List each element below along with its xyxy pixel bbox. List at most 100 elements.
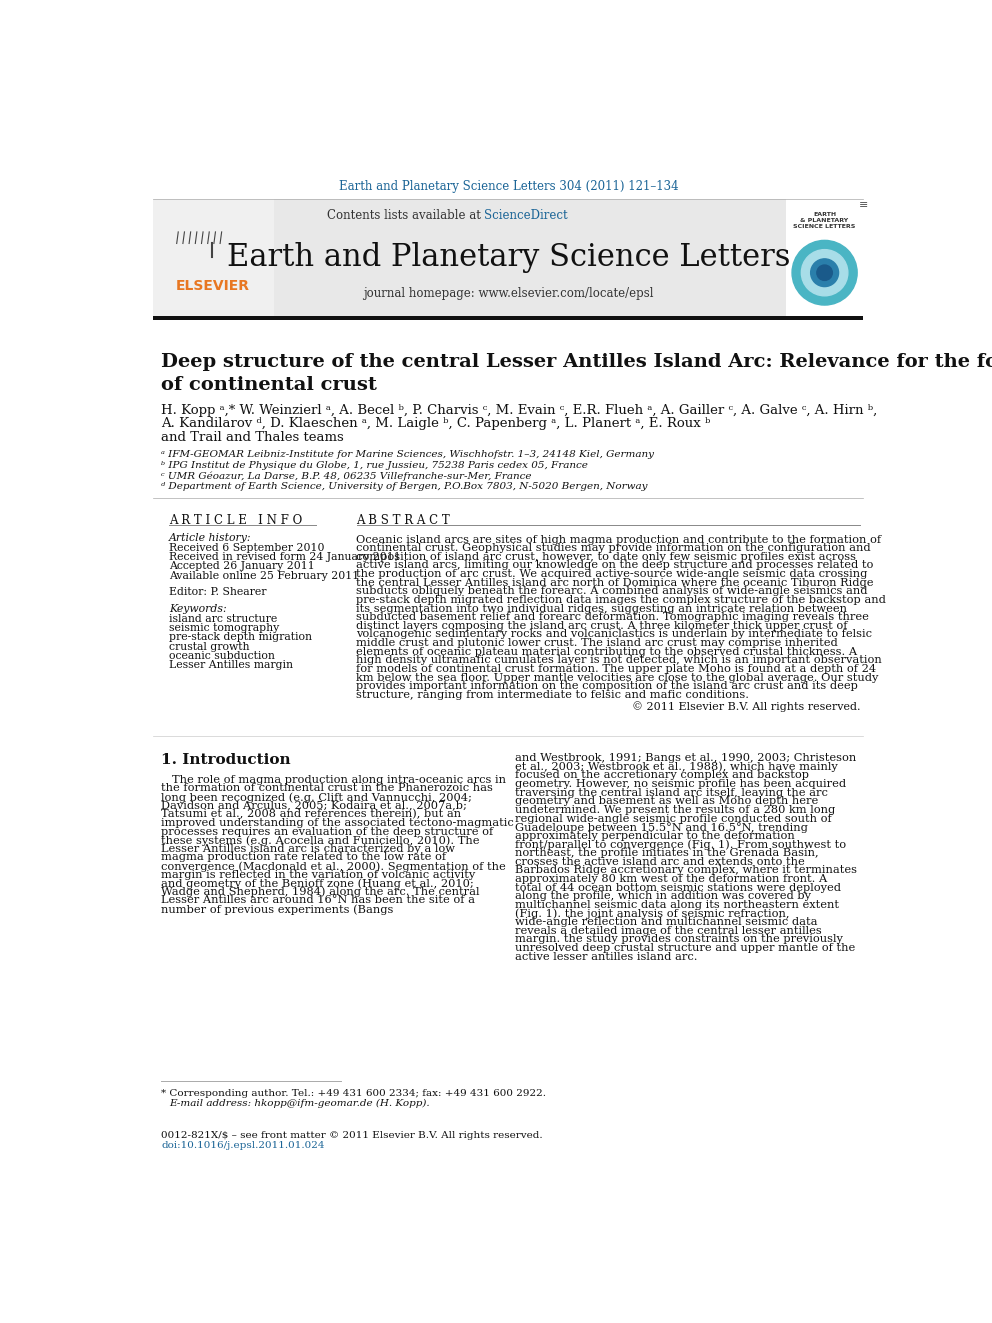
Text: Earth and Planetary Science Letters 304 (2011) 121–134: Earth and Planetary Science Letters 304 … — [338, 180, 679, 193]
Text: and geometry of the Benioff zone (Huang et al., 2010;: and geometry of the Benioff zone (Huang … — [161, 878, 474, 889]
Text: oceanic subduction: oceanic subduction — [169, 651, 275, 660]
Text: improved understanding of the associated tectono-magmatic: improved understanding of the associated… — [161, 818, 514, 828]
Text: and Westbrook, 1991; Bangs et al., 1990, 2003; Christeson: and Westbrook, 1991; Bangs et al., 1990,… — [515, 753, 856, 763]
Circle shape — [810, 259, 838, 287]
Text: processes requires an evaluation of the deep structure of: processes requires an evaluation of the … — [161, 827, 493, 836]
Text: middle crust and plutonic lower crust. The island arc crust may comprise inherit: middle crust and plutonic lower crust. T… — [356, 638, 838, 648]
Text: © 2011 Elsevier B.V. All rights reserved.: © 2011 Elsevier B.V. All rights reserved… — [632, 701, 860, 712]
Text: Received 6 September 2010: Received 6 September 2010 — [169, 542, 324, 553]
Text: Lesser Antilles island arc is characterized by a low: Lesser Antilles island arc is characteri… — [161, 844, 455, 853]
Text: total of 44 ocean bottom seismic stations were deployed: total of 44 ocean bottom seismic station… — [515, 882, 840, 893]
Text: ᵃ IFM-GEOMAR Leibniz-Institute for Marine Sciences, Wischhofstr. 1–3, 24148 Kiel: ᵃ IFM-GEOMAR Leibniz-Institute for Marin… — [161, 450, 654, 459]
Text: active island arcs, limiting our knowledge on the deep structure and processes r: active island arcs, limiting our knowled… — [356, 561, 874, 570]
Text: 0012-821X/$ – see front matter © 2011 Elsevier B.V. All rights reserved.: 0012-821X/$ – see front matter © 2011 El… — [161, 1130, 543, 1139]
Text: and Trail and Thales teams: and Trail and Thales teams — [161, 431, 344, 445]
Text: continental crust. Geophysical studies may provide information on the configurat: continental crust. Geophysical studies m… — [356, 544, 871, 553]
Text: A. Kandilarov ᵈ, D. Klaeschen ᵃ, M. Laigle ᵇ, C. Papenberg ᵃ, L. Planert ᵃ, E. R: A. Kandilarov ᵈ, D. Klaeschen ᵃ, M. Laig… — [161, 418, 710, 430]
Text: Editor: P. Shearer: Editor: P. Shearer — [169, 587, 267, 597]
Text: the formation of continental crust in the Phanerozoic has: the formation of continental crust in th… — [161, 783, 493, 794]
Text: km below the sea floor. Upper mantle velocities are close to the global average.: km below the sea floor. Upper mantle vel… — [356, 672, 879, 683]
Text: * Corresponding author. Tel.: +49 431 600 2334; fax: +49 431 600 2922.: * Corresponding author. Tel.: +49 431 60… — [161, 1089, 547, 1098]
Text: geometry and basement as well as Moho depth here: geometry and basement as well as Moho de… — [515, 796, 817, 806]
Text: composition of island arc crust, however, to date only few seismic profiles exis: composition of island arc crust, however… — [356, 552, 856, 562]
Text: undetermined. We present the results of a 280 km long: undetermined. We present the results of … — [515, 804, 835, 815]
Text: ≡: ≡ — [859, 200, 868, 210]
Bar — [786, 198, 863, 316]
Text: margin. the study provides constraints on the previously: margin. the study provides constraints o… — [515, 934, 842, 945]
Text: pre-stack depth migrated reflection data images the complex structure of the bac: pre-stack depth migrated reflection data… — [356, 595, 887, 605]
Text: ᶜ UMR Géoazur, La Darse, B.P. 48, 06235 Villefranche-sur-Mer, France: ᶜ UMR Géoazur, La Darse, B.P. 48, 06235 … — [161, 471, 532, 480]
Text: convergence (Macdonald et al., 2000). Segmentation of the: convergence (Macdonald et al., 2000). Se… — [161, 861, 506, 872]
Text: A R T I C L E   I N F O: A R T I C L E I N F O — [169, 515, 303, 528]
Text: pre-stack depth migration: pre-stack depth migration — [169, 632, 311, 642]
Text: Tatsumi et al., 2008 and references therein), but an: Tatsumi et al., 2008 and references ther… — [161, 810, 461, 820]
Text: high density ultramafic cumulates layer is not detected, which is an important o: high density ultramafic cumulates layer … — [356, 655, 882, 665]
Text: Barbados Ridge accretionary complex, where it terminates: Barbados Ridge accretionary complex, whe… — [515, 865, 857, 876]
Text: EARTH
& PLANETARY
SCIENCE LETTERS: EARTH & PLANETARY SCIENCE LETTERS — [794, 212, 856, 229]
Text: journal homepage: www.elsevier.com/locate/epsl: journal homepage: www.elsevier.com/locat… — [363, 287, 654, 300]
Text: 1. Introduction: 1. Introduction — [161, 753, 291, 767]
Text: for models of continental crust formation. The upper plate Moho is found at a de: for models of continental crust formatio… — [356, 664, 877, 673]
Text: doi:10.1016/j.epsl.2011.01.024: doi:10.1016/j.epsl.2011.01.024 — [161, 1140, 324, 1150]
Text: subducts obliquely beneath the forearc. A combined analysis of wide-angle seismi: subducts obliquely beneath the forearc. … — [356, 586, 868, 597]
Text: Deep structure of the central Lesser Antilles Island Arc: Relevance for the form: Deep structure of the central Lesser Ant… — [161, 353, 992, 394]
Text: Keywords:: Keywords: — [169, 603, 226, 614]
Text: long been recognized (e.g. Clift and Vannucchi, 2004;: long been recognized (e.g. Clift and Van… — [161, 792, 472, 803]
Text: Available online 25 February 2011: Available online 25 February 2011 — [169, 570, 359, 581]
Text: regional wide-angle seismic profile conducted south of: regional wide-angle seismic profile cond… — [515, 814, 831, 824]
Text: traversing the central island arc itself, leaving the arc: traversing the central island arc itself… — [515, 787, 827, 798]
Circle shape — [816, 265, 832, 280]
Text: geometry. However, no seismic profile has been acquired: geometry. However, no seismic profile ha… — [515, 779, 846, 789]
Text: along the profile, which in addition was covered by: along the profile, which in addition was… — [515, 892, 810, 901]
Text: wide-angle reflection and multichannel seismic data: wide-angle reflection and multichannel s… — [515, 917, 817, 927]
Text: ᵈ Department of Earth Science, University of Bergen, P.O.Box 7803, N-5020 Bergen: ᵈ Department of Earth Science, Universit… — [161, 482, 648, 491]
Text: ELSEVIER: ELSEVIER — [177, 279, 250, 292]
Text: structure, ranging from intermediate to felsic and mafic conditions.: structure, ranging from intermediate to … — [356, 689, 750, 700]
Bar — [154, 198, 863, 316]
Text: magma production rate related to the low rate of: magma production rate related to the low… — [161, 852, 446, 863]
Text: multichannel seismic data along its northeastern extent: multichannel seismic data along its nort… — [515, 900, 838, 910]
Text: Davidson and Arculus, 2005; Kodaira et al., 2007a,b;: Davidson and Arculus, 2005; Kodaira et a… — [161, 800, 467, 811]
Text: elements of oceanic plateau material contributing to the observed crustal thickn: elements of oceanic plateau material con… — [356, 647, 858, 656]
Text: Contents lists available at: Contents lists available at — [326, 209, 484, 222]
Text: Lesser Antilles margin: Lesser Antilles margin — [169, 660, 293, 669]
Text: reveals a detailed image of the central lesser antilles: reveals a detailed image of the central … — [515, 926, 821, 935]
Bar — [154, 198, 274, 316]
Text: approximately 80 km west of the deformation front. A: approximately 80 km west of the deformat… — [515, 875, 827, 884]
Bar — [154, 316, 863, 320]
Text: margin is reflected in the variation of volcanic activity: margin is reflected in the variation of … — [161, 869, 475, 880]
Text: Earth and Planetary Science Letters: Earth and Planetary Science Letters — [226, 242, 791, 273]
Text: seismic tomography: seismic tomography — [169, 623, 279, 634]
Text: front/parallel to convergence (Fig. 1). From southwest to: front/parallel to convergence (Fig. 1). … — [515, 839, 846, 849]
Text: crosses the active island arc and extends onto the: crosses the active island arc and extend… — [515, 857, 805, 867]
Text: its segmentation into two individual ridges, suggesting an intricate relation be: its segmentation into two individual rid… — [356, 603, 847, 614]
Text: approximately perpendicular to the deformation: approximately perpendicular to the defor… — [515, 831, 795, 841]
Text: Guadeloupe between 15.5°N and 16.5°N, trending: Guadeloupe between 15.5°N and 16.5°N, tr… — [515, 822, 807, 833]
Text: the production of arc crust. We acquired active-source wide-angle seismic data c: the production of arc crust. We acquired… — [356, 569, 868, 579]
Circle shape — [802, 250, 848, 296]
Text: et al., 2003; Westbrook et al., 1988), which have mainly: et al., 2003; Westbrook et al., 1988), w… — [515, 762, 837, 773]
Text: Article history:: Article history: — [169, 533, 251, 542]
Text: Wadge and Shepherd, 1984) along the arc. The central: Wadge and Shepherd, 1984) along the arc.… — [161, 886, 480, 897]
Text: the central Lesser Antilles island arc north of Dominica where the oceanic Tibur: the central Lesser Antilles island arc n… — [356, 578, 874, 587]
Text: (Fig. 1). the joint analysis of seismic refraction,: (Fig. 1). the joint analysis of seismic … — [515, 909, 789, 919]
Text: volcanogenic sedimentary rocks and volcaniclastics is underlain by intermediate : volcanogenic sedimentary rocks and volca… — [356, 630, 873, 639]
Text: number of previous experiments (Bangs: number of previous experiments (Bangs — [161, 904, 394, 914]
Text: active lesser antilles island arc.: active lesser antilles island arc. — [515, 951, 697, 962]
Text: focused on the accretionary complex and backstop: focused on the accretionary complex and … — [515, 770, 808, 781]
Text: The role of magma production along intra-oceanic arcs in: The role of magma production along intra… — [172, 775, 506, 785]
Text: Accepted 26 January 2011: Accepted 26 January 2011 — [169, 561, 314, 572]
Circle shape — [792, 241, 857, 306]
Text: island arc structure: island arc structure — [169, 614, 277, 624]
Text: distinct layers composing the island arc crust. A three kilometer thick upper cr: distinct layers composing the island arc… — [356, 620, 848, 631]
Text: provides important information on the composition of the island arc crust and it: provides important information on the co… — [356, 681, 858, 691]
Text: ᵇ IPG Institut de Physique du Globe, 1, rue Jussieu, 75238 Paris cedex 05, Franc: ᵇ IPG Institut de Physique du Globe, 1, … — [161, 460, 588, 470]
Text: Received in revised form 24 January 2011: Received in revised form 24 January 2011 — [169, 552, 401, 562]
Text: crustal growth: crustal growth — [169, 642, 249, 651]
Text: A B S T R A C T: A B S T R A C T — [356, 515, 450, 528]
Text: unresolved deep crustal structure and upper mantle of the: unresolved deep crustal structure and up… — [515, 943, 855, 953]
Text: subducted basement relief and forearc deformation. Tomographic imaging reveals t: subducted basement relief and forearc de… — [356, 613, 869, 622]
Text: Lesser Antilles arc around 16°N has been the site of a: Lesser Antilles arc around 16°N has been… — [161, 896, 475, 905]
Text: Oceanic island arcs are sites of high magma production and contribute to the for: Oceanic island arcs are sites of high ma… — [356, 534, 882, 545]
Text: these systems (e.g. Acocella and Funiciello, 2010). The: these systems (e.g. Acocella and Funicie… — [161, 835, 480, 845]
